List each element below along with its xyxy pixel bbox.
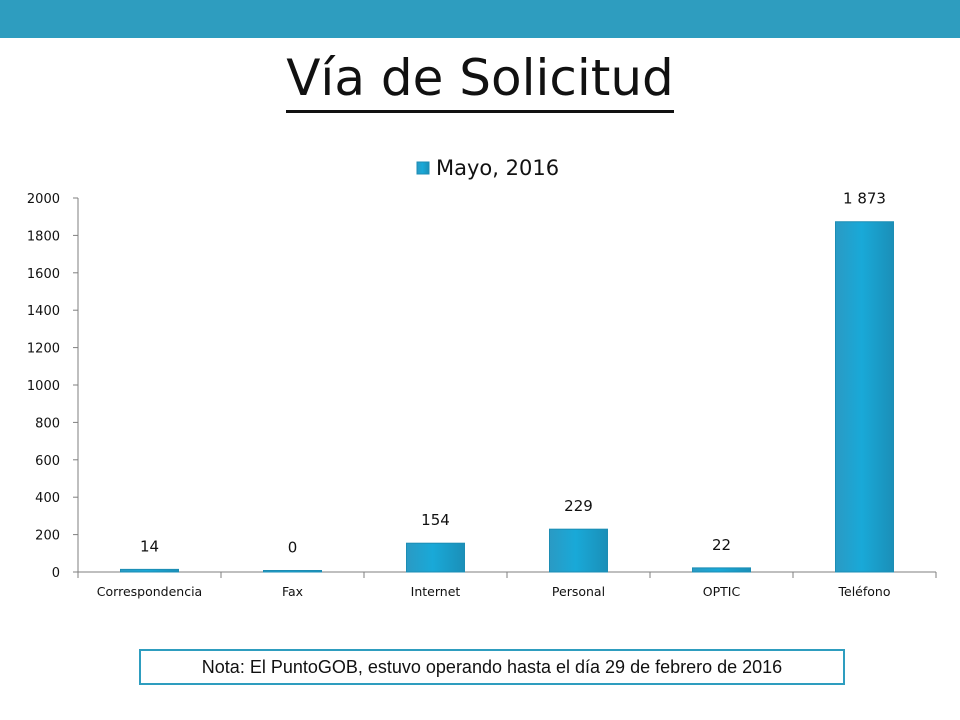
legend: Mayo, 2016 (416, 156, 559, 180)
data-label: 229 (564, 497, 593, 515)
bar-personal (549, 528, 608, 573)
y-tick-label: 200 (35, 529, 60, 544)
chart-svg: 0 200 400 600 800 1000 1200 1400 1600 1800 2000 Cor… (27, 156, 937, 599)
bar-internet (406, 542, 465, 573)
x-tick-label: Teléfono (838, 584, 891, 599)
data-label-layer: 14 0 154 229 22 1 873 (140, 190, 886, 557)
y-tick-label: 400 (35, 491, 60, 506)
axis-layer: 0 200 400 600 800 1000 1200 1400 1600 1800 2000 Cor… (27, 192, 937, 599)
data-label: 1 873 (843, 190, 886, 208)
footnote-box: Nota: El PuntoGOB, estuvo operando hasta… (139, 649, 845, 685)
bar-chart: 0 200 400 600 800 1000 1200 1400 1600 1800 2000 Cor… (0, 140, 960, 610)
data-label: 154 (421, 511, 450, 529)
x-tick-label: OPTIC (703, 584, 741, 599)
y-tick-label: 1200 (27, 342, 60, 357)
y-tick-label: 1000 (27, 379, 60, 394)
bar-layer (120, 221, 894, 573)
top-accent-band (0, 0, 960, 38)
bar-teléfono (835, 221, 894, 573)
bar-optic (692, 567, 751, 573)
data-label: 0 (288, 539, 298, 557)
data-label: 22 (712, 536, 731, 554)
legend-label: Mayo, 2016 (436, 156, 559, 180)
data-label: 14 (140, 537, 159, 555)
x-tick-label: Correspondencia (97, 584, 202, 599)
y-tick-label: 1600 (27, 267, 60, 282)
y-tick-label: 0 (52, 566, 60, 581)
page-title: Vía de Solicitud (0, 48, 960, 113)
y-tick-label: 1800 (27, 229, 60, 244)
footnote-text: Nota: El PuntoGOB, estuvo operando hasta… (201, 657, 783, 677)
legend-swatch (416, 161, 430, 175)
bar-fax (263, 570, 322, 573)
page-title-text: Vía de Solicitud (286, 48, 674, 113)
y-tick-label: 800 (35, 416, 60, 431)
y-tick-label: 1400 (27, 304, 60, 319)
x-tick-label: Personal (552, 584, 605, 599)
x-tick-label: Fax (282, 584, 303, 599)
y-tick-label: 600 (35, 454, 60, 469)
x-tick-label: Internet (411, 584, 461, 599)
bar-correspondencia (120, 568, 179, 573)
y-tick-label: 2000 (27, 192, 60, 207)
